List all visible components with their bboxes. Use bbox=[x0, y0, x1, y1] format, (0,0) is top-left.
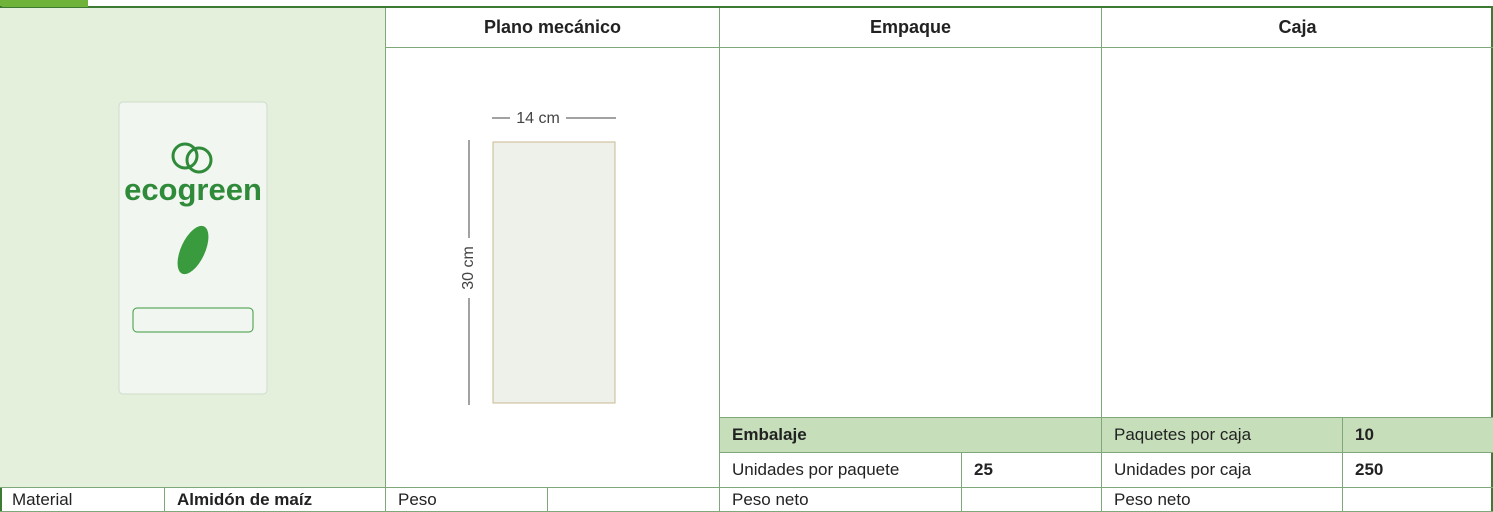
label: Unidades por caja bbox=[1102, 453, 1343, 488]
value: Almidón de maíz bbox=[165, 488, 386, 512]
col-header: Caja bbox=[1102, 8, 1493, 48]
value bbox=[962, 488, 1102, 512]
bag-outline bbox=[492, 141, 616, 404]
width-label: 14 cm bbox=[516, 110, 560, 127]
logo bbox=[171, 142, 198, 169]
label: Peso neto bbox=[720, 488, 962, 512]
value bbox=[1343, 488, 1493, 512]
empaque-image bbox=[720, 48, 1102, 418]
label: Unidades por paquete bbox=[720, 453, 962, 488]
height-label: 30 cm bbox=[460, 246, 477, 290]
drawing-cell: 14 cm 30 cm bbox=[386, 48, 720, 488]
image-cell: ecogreen bbox=[0, 8, 386, 488]
mechanical-drawing: 14 cm 30 cm bbox=[460, 110, 616, 405]
top-tab bbox=[0, 0, 88, 7]
label: Paquetes por caja bbox=[1102, 418, 1343, 453]
brand: ecogreen bbox=[124, 172, 262, 207]
value: 10 bbox=[1343, 418, 1493, 453]
section-label: Embalaje bbox=[720, 418, 1102, 453]
label: Peso bbox=[386, 488, 548, 512]
logo bbox=[185, 146, 212, 173]
corn bbox=[177, 225, 208, 274]
value bbox=[548, 488, 720, 512]
info-box bbox=[132, 307, 253, 332]
value: 250 bbox=[1343, 453, 1493, 488]
label: Peso neto bbox=[1102, 488, 1343, 512]
label: Material bbox=[0, 488, 165, 512]
value: 25 bbox=[962, 453, 1102, 488]
col-header: Empaque bbox=[720, 8, 1102, 48]
top-bar bbox=[0, 0, 1493, 8]
col-header: Plano mecánico bbox=[386, 8, 720, 48]
caja-image bbox=[1102, 48, 1493, 418]
product-image: ecogreen bbox=[118, 101, 267, 394]
